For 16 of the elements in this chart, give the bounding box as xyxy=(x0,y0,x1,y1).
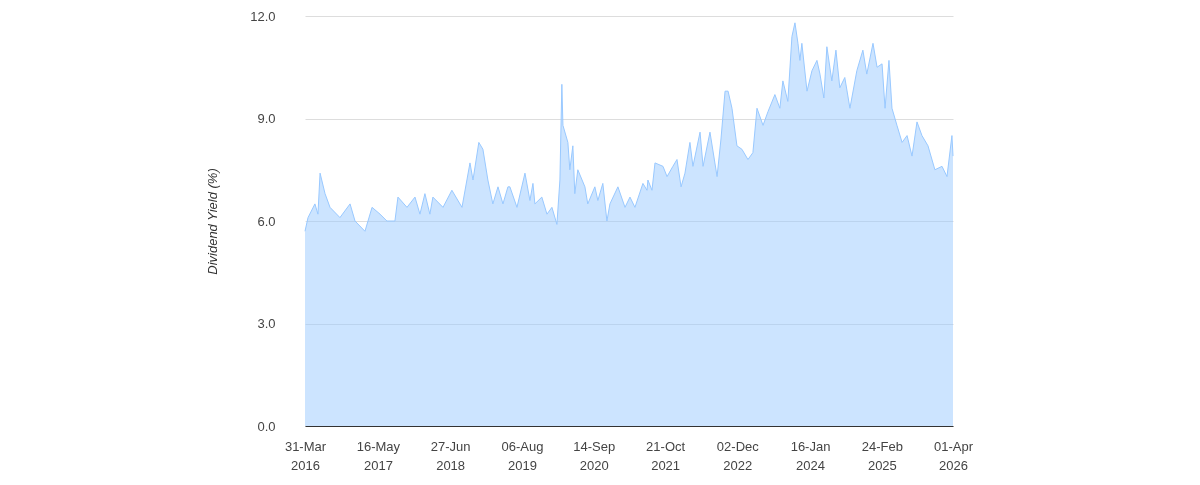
x-tick-label: 01-Apr 2026 xyxy=(933,438,974,473)
x-tick-label: 16-May 2017 xyxy=(356,438,401,473)
x-tick-label: 02-Dec 2022 xyxy=(716,438,760,473)
y-axis-title: Dividend Yield (%) xyxy=(205,168,221,275)
x-tick-label: 21-Oct 2021 xyxy=(646,438,686,473)
y-tick-label: 3.0 xyxy=(257,316,276,331)
y-tick-label: 12.0 xyxy=(250,8,276,24)
x-tick-label: 31-Mar 2016 xyxy=(284,438,327,473)
x-tick-label: 14-Sep 2020 xyxy=(573,438,616,473)
x-tick-label: 24-Feb 2025 xyxy=(861,438,903,473)
x-tick-label: 16-Jan 2024 xyxy=(790,438,831,473)
x-tick-label: 06-Aug 2019 xyxy=(501,438,544,473)
y-tick-label: 0.0 xyxy=(257,418,276,434)
x-tick-label: 27-Jun 2018 xyxy=(430,438,471,473)
y-tick-label: 6.0 xyxy=(257,213,276,229)
y-tick-label: 9.0 xyxy=(257,111,276,126)
